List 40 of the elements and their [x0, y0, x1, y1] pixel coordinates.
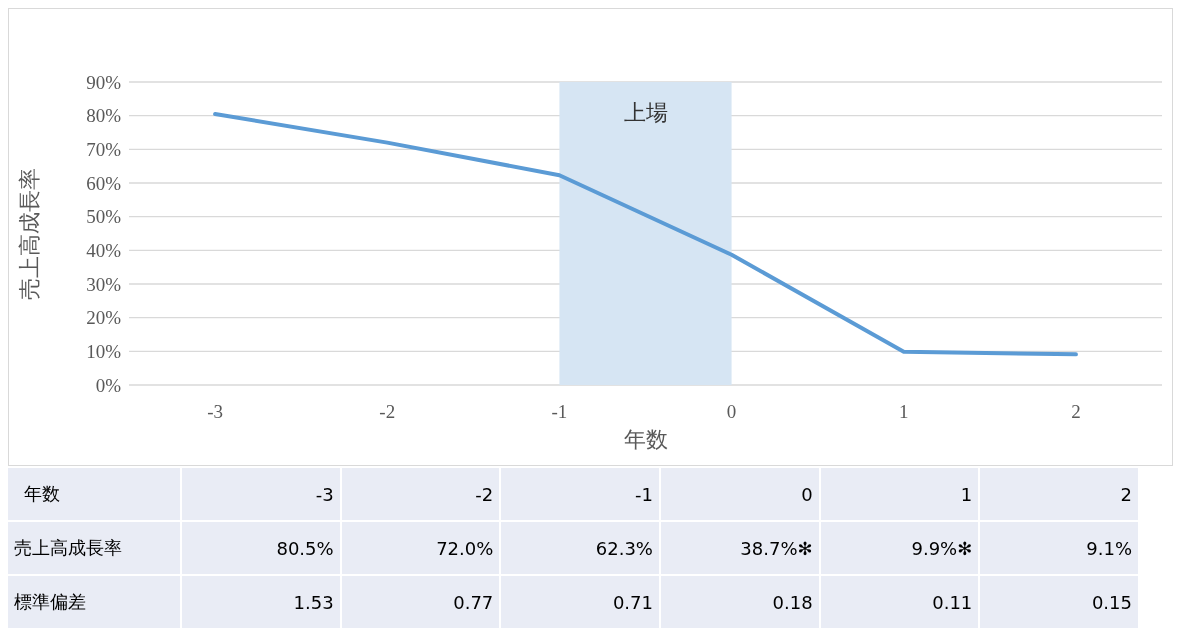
- y-tick-label: 20%: [86, 307, 122, 329]
- text: 0.71: [500, 575, 660, 629]
- x-tick-label: 2: [1071, 401, 1081, 423]
- text: 年数: [8, 468, 181, 521]
- text: 売上高成長率: [8, 521, 181, 575]
- y-tick-label: 70%: [86, 139, 122, 161]
- band-label: 上場: [623, 99, 668, 125]
- text: 標準偏差: [8, 575, 181, 629]
- text: 0: [659, 468, 820, 521]
- x-tick-label: 0: [726, 401, 737, 423]
- text: 0.77: [340, 575, 501, 629]
- text: 38.7%✻: [659, 521, 820, 575]
- text: 0.18: [659, 575, 820, 629]
- y-tick-label: 30%: [86, 273, 122, 295]
- text: -3: [181, 468, 341, 521]
- text: 72.0%: [340, 521, 501, 575]
- x-axis-title: 年数: [623, 427, 668, 452]
- text: 62.3%: [500, 521, 660, 575]
- x-tick-label: 1: [899, 401, 909, 423]
- text: -1: [500, 468, 660, 521]
- text: 80.5%: [181, 521, 341, 575]
- y-tick-label: 10%: [86, 341, 122, 363]
- x-tick-label: -3: [207, 401, 223, 423]
- text: -2: [340, 468, 501, 521]
- text: 2: [979, 468, 1139, 521]
- text: 1.53: [181, 575, 341, 629]
- y-tick-label: 0%: [95, 374, 122, 396]
- text: 9.9%✻: [819, 521, 980, 575]
- y-axis-title: 売上高成長率: [16, 167, 42, 300]
- y-tick-label: 90%: [86, 71, 122, 93]
- text: 0.11: [819, 575, 980, 629]
- x-tick-label: -1: [551, 401, 568, 423]
- y-tick-label: 50%: [86, 206, 122, 228]
- text: 1: [819, 468, 980, 521]
- y-tick-label: 80%: [86, 105, 122, 127]
- text: 0.15: [979, 575, 1139, 629]
- y-tick-label: 40%: [86, 240, 122, 262]
- y-tick-label: 60%: [86, 172, 122, 194]
- x-tick-label: -2: [379, 401, 396, 423]
- text: 9.1%: [979, 521, 1139, 575]
